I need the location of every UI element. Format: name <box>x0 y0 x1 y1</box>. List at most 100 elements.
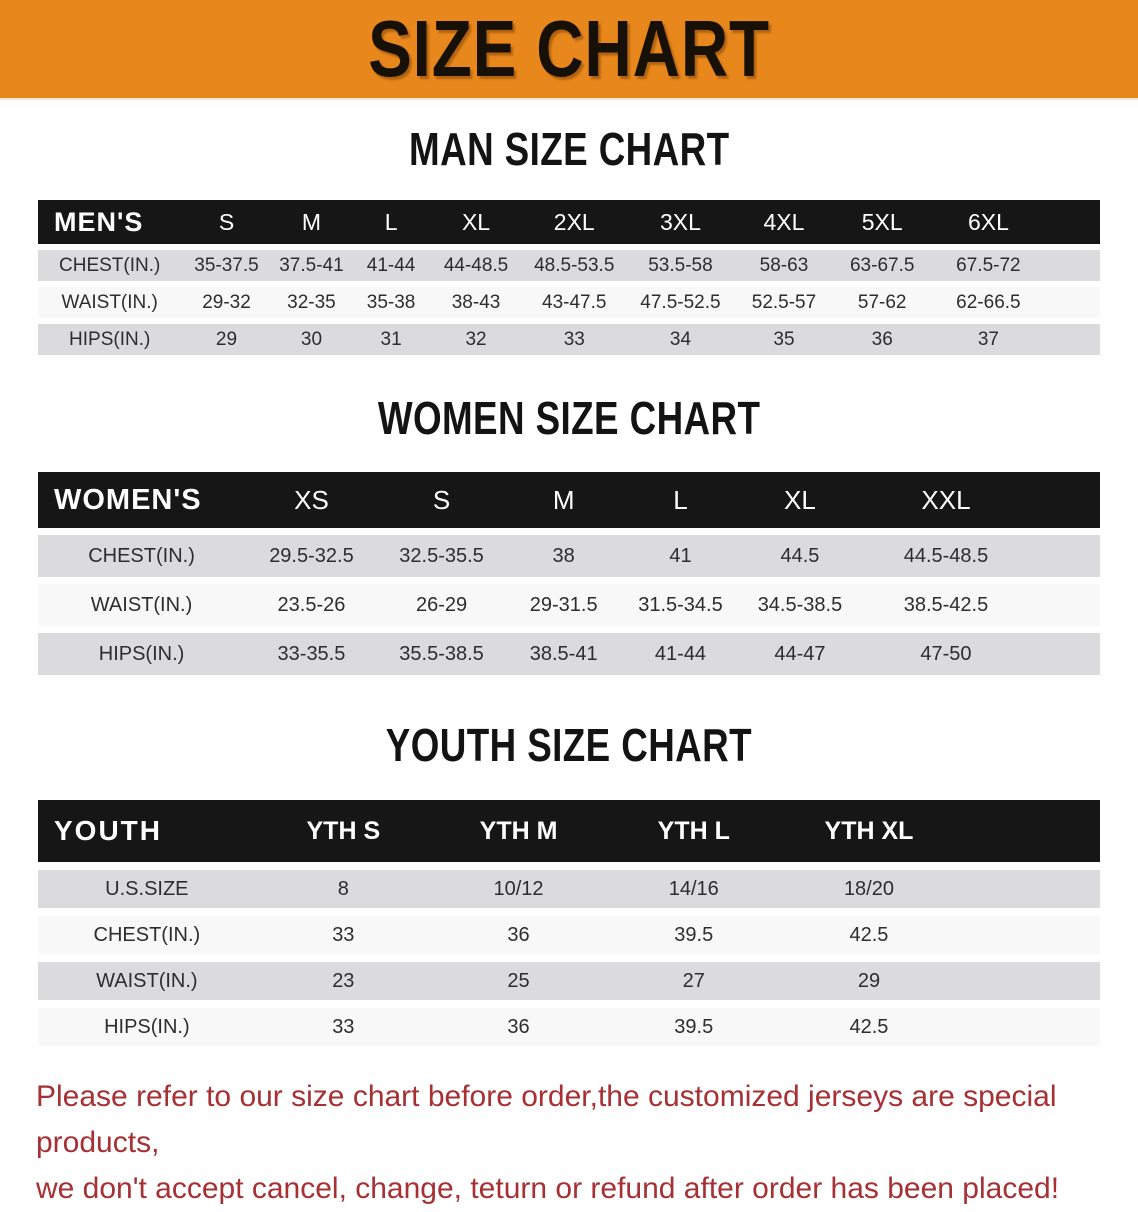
spacer-cell <box>957 962 1100 1000</box>
size-header-row: MEN'S S M L XL 2XL 3XL 4XL 5XL 6XL <box>38 200 1100 244</box>
measurement-value: 42.5 <box>849 1015 889 1038</box>
youth-section-title-text: YOUTH SIZE CHART <box>385 719 753 771</box>
spacer-cell <box>1047 200 1100 244</box>
measurement-value: 23.5-26 <box>277 593 346 616</box>
size-column-header: YTH XL <box>824 816 914 845</box>
size-column-header: L <box>673 484 688 515</box>
size-column-header: M <box>552 484 575 515</box>
size-column-header: YTH S <box>306 816 381 845</box>
size-column-header: YTH L <box>657 816 730 845</box>
spacer-cell <box>957 800 1100 862</box>
measurement-value: 37 <box>977 328 999 350</box>
measurement-value: 29-31.5 <box>529 593 598 616</box>
measurement-value: 58-63 <box>759 254 809 276</box>
measurement-value: 33-35.5 <box>277 642 346 665</box>
measurement-label: CHEST(IN.) <box>88 544 195 567</box>
measurement-value: 39.5 <box>674 923 714 946</box>
order-notice-line2: we don't accept cancel, change, teturn o… <box>36 1172 1060 1205</box>
size-column-header: 4XL <box>763 208 805 235</box>
measurement-label: WAIST(IN.) <box>90 593 193 616</box>
table-corner-label: WOMEN'S <box>54 483 202 516</box>
measurement-value: 44-48.5 <box>443 254 509 276</box>
measurement-value: 18/20 <box>843 877 894 900</box>
size-column-header: S <box>218 208 235 235</box>
measurement-value: 62-66.5 <box>956 291 1021 313</box>
measurement-value: 38-43 <box>451 291 501 313</box>
size-column-header: XL <box>461 208 491 235</box>
measurement-value: 63-67.5 <box>849 254 915 276</box>
spacer-cell <box>1047 287 1100 318</box>
measurement-value: 31.5-34.5 <box>638 593 723 616</box>
measurement-value: 43-47.5 <box>542 291 607 313</box>
measurement-value: 27 <box>682 969 705 992</box>
measurement-row: HIPS(IN.) 29 30 31 32 33 34 35 36 37 <box>38 324 1100 355</box>
women-section-title: WOMEN SIZE CHART <box>0 395 1138 453</box>
measurement-value: 47.5-52.5 <box>640 291 721 313</box>
women-section-title-text: WOMEN SIZE CHART <box>377 392 761 444</box>
spacer-cell <box>1047 250 1100 281</box>
measurement-value: 8 <box>337 877 349 900</box>
measurement-value: 32.5-35.5 <box>399 544 484 567</box>
measurement-value: 34.5-38.5 <box>757 593 843 616</box>
size-column-header: XL <box>784 484 816 515</box>
measurement-value: 35-37.5 <box>194 254 259 276</box>
size-column-header: 6XL <box>967 208 1009 235</box>
measurement-value: 36 <box>507 923 530 946</box>
measurement-value: 25 <box>507 969 530 992</box>
measurement-row: CHEST(IN.) 33 36 39.5 42.5 <box>38 916 1100 954</box>
measurement-value: 33 <box>332 923 355 946</box>
measurement-row: CHEST(IN.) 35-37.5 37.5-41 41-44 44-48.5 48.5… <box>38 250 1100 281</box>
size-chart-banner: SIZE CHART <box>0 0 1138 100</box>
measurement-value: 23 <box>332 969 355 992</box>
measurement-value: 35.5-38.5 <box>399 642 484 665</box>
youth-section-title: YOUTH SIZE CHART <box>0 722 1138 780</box>
measurement-value: 35 <box>773 328 795 350</box>
measurement-value: 67.5-72 <box>956 254 1021 276</box>
measurement-value: 39.5 <box>674 1015 714 1038</box>
measurement-value: 32 <box>465 328 487 350</box>
banner-title: SIZE CHART <box>368 4 770 93</box>
spacer-cell <box>957 870 1100 908</box>
measurement-label: HIPS(IN.) <box>104 1015 190 1038</box>
measurement-label: HIPS(IN.) <box>98 642 185 665</box>
men-size-table: MEN'S S M L XL 2XL 3XL 4XL 5XL 6XL CHEST(IN.) 35-37… <box>38 194 1100 361</box>
measurement-label: CHEST(IN.) <box>59 254 161 276</box>
measurement-row: U.S.SIZE 8 10/12 14/16 18/20 <box>38 870 1100 908</box>
measurement-value: 10/12 <box>493 877 544 900</box>
size-column-header: 5XL <box>861 208 903 235</box>
women-size-table: WOMEN'S XS S M L XL XXL CHEST(IN.) 29.5-32.5 32.5… <box>38 465 1100 682</box>
measurement-row: CHEST(IN.) 29.5-32.5 32.5-35.5 38 41 44.5 44.5… <box>38 535 1100 577</box>
size-column-header: XS <box>294 484 329 515</box>
measurement-value: 41-44 <box>366 254 416 276</box>
measurement-value: 29 <box>215 328 238 350</box>
measurement-value: 32-35 <box>287 291 336 313</box>
measurement-value: 47-50 <box>920 642 972 665</box>
size-column-header: M <box>301 208 322 235</box>
measurement-value: 38.5-42.5 <box>903 593 989 616</box>
size-column-header: L <box>384 208 398 235</box>
spacer-cell <box>957 1008 1100 1046</box>
measurement-value: 57-62 <box>857 291 907 313</box>
size-column-header: S <box>432 484 451 515</box>
measurement-value: 14/16 <box>668 877 719 900</box>
size-header-row: WOMEN'S XS S M L XL XXL <box>38 472 1100 528</box>
measurement-value: 26-29 <box>415 593 468 616</box>
measurement-value: 38.5-41 <box>529 642 598 665</box>
measurement-row: HIPS(IN.) 33-35.5 35.5-38.5 38.5-41 41-44 44-… <box>38 633 1100 675</box>
measurement-value: 34 <box>669 328 692 350</box>
measurement-value: 30 <box>300 328 323 350</box>
man-section-title-text: MAN SIZE CHART <box>408 123 730 175</box>
measurement-value: 33 <box>332 1015 355 1038</box>
size-header-row: YOUTH YTH S YTH M YTH L YTH XL <box>38 800 1100 862</box>
measurement-value: 37.5-41 <box>279 254 344 276</box>
measurement-value: 31 <box>380 328 402 350</box>
order-notice-line1: Please refer to our size chart before or… <box>36 1080 1057 1159</box>
measurement-value: 44.5 <box>780 544 820 567</box>
measurement-value: 48.5-53.5 <box>534 254 615 276</box>
measurement-value: 29-32 <box>202 291 251 313</box>
measurement-value: 33 <box>563 328 585 350</box>
measurement-value: 53.5-58 <box>648 254 713 276</box>
measurement-label: U.S.SIZE <box>105 877 189 900</box>
spacer-cell <box>1031 535 1100 577</box>
measurement-value: 29 <box>857 969 881 992</box>
